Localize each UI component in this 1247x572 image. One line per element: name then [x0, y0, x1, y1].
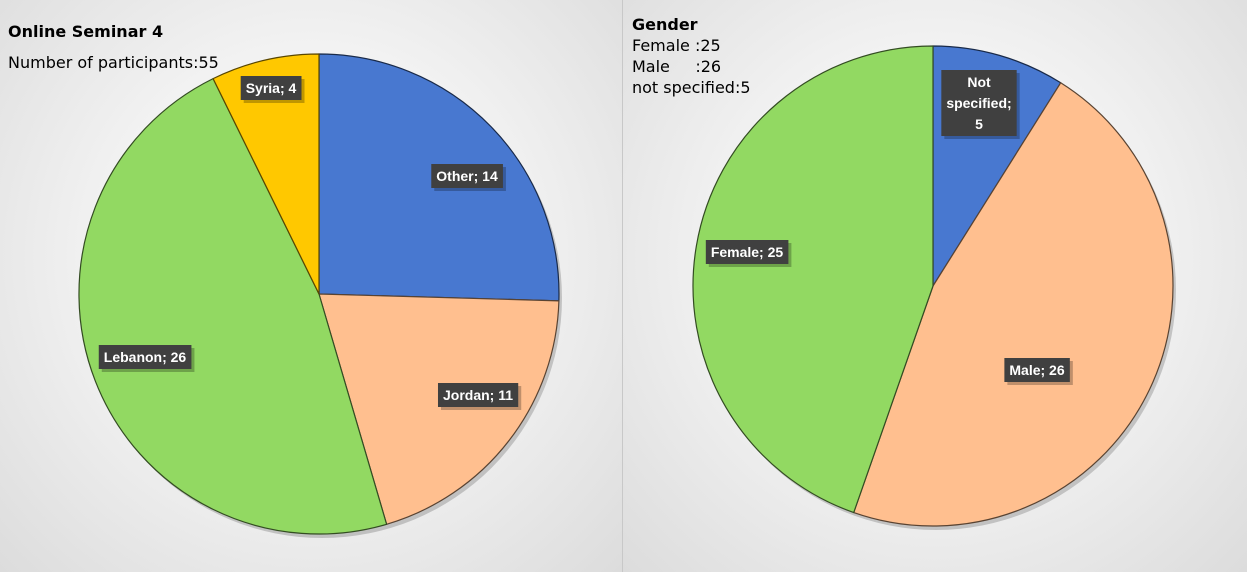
pie-slice-female	[692, 45, 934, 514]
data-label-female: Female; 25	[705, 240, 792, 267]
data-label-lebanon: Lebanon; 26	[98, 345, 195, 372]
chart-title-gender: Gender	[632, 15, 698, 34]
pie-slice-jordan	[318, 293, 560, 525]
data-label-not-specified: Not specified; 5	[941, 70, 1020, 139]
chart-subtitle: Number of participants:55	[8, 53, 219, 72]
gender-info-not-specified: not specified:5	[632, 78, 751, 97]
svg-text:Syria; 4: Syria; 4	[246, 80, 297, 96]
seminar-chart-panel: Online Seminar 4 Number of participants:…	[0, 0, 622, 572]
data-label-jordan: Jordan; 11	[437, 383, 522, 410]
gender-info-male: Male :26	[632, 57, 722, 76]
svg-text:Female; 25: Female; 25	[711, 244, 784, 260]
svg-text:specified;: specified;	[946, 95, 1011, 111]
svg-text:Male; 26: Male; 26	[1009, 362, 1064, 378]
pie-chart-country: Other; 14 Jordan; 11 Lebanon; 26 Syria; 4	[78, 53, 562, 538]
pie-chart-gender: Not specified; 5 Male; 26 Female; 25	[692, 45, 1176, 530]
pie-slice-lebanon	[78, 78, 388, 535]
svg-text:Not: Not	[967, 74, 991, 90]
data-label-male: Male; 26	[1004, 358, 1073, 385]
data-label-other: Other; 14	[431, 164, 506, 191]
gender-chart-panel: Gender Female :25 Male :26 not specified…	[623, 0, 1247, 572]
svg-text:Jordan; 11: Jordan; 11	[443, 387, 513, 403]
svg-text:Other; 14: Other; 14	[436, 168, 498, 184]
pie-slice-male	[853, 82, 1174, 527]
pie-slice-syria	[212, 53, 320, 295]
chart-title: Online Seminar 4	[8, 22, 164, 41]
panel-divider	[622, 0, 623, 572]
svg-text:5: 5	[975, 116, 983, 132]
data-label-syria: Syria; 4	[240, 76, 305, 103]
svg-text:Lebanon; 26: Lebanon; 26	[104, 349, 187, 365]
gender-info-female: Female :25	[632, 36, 721, 55]
